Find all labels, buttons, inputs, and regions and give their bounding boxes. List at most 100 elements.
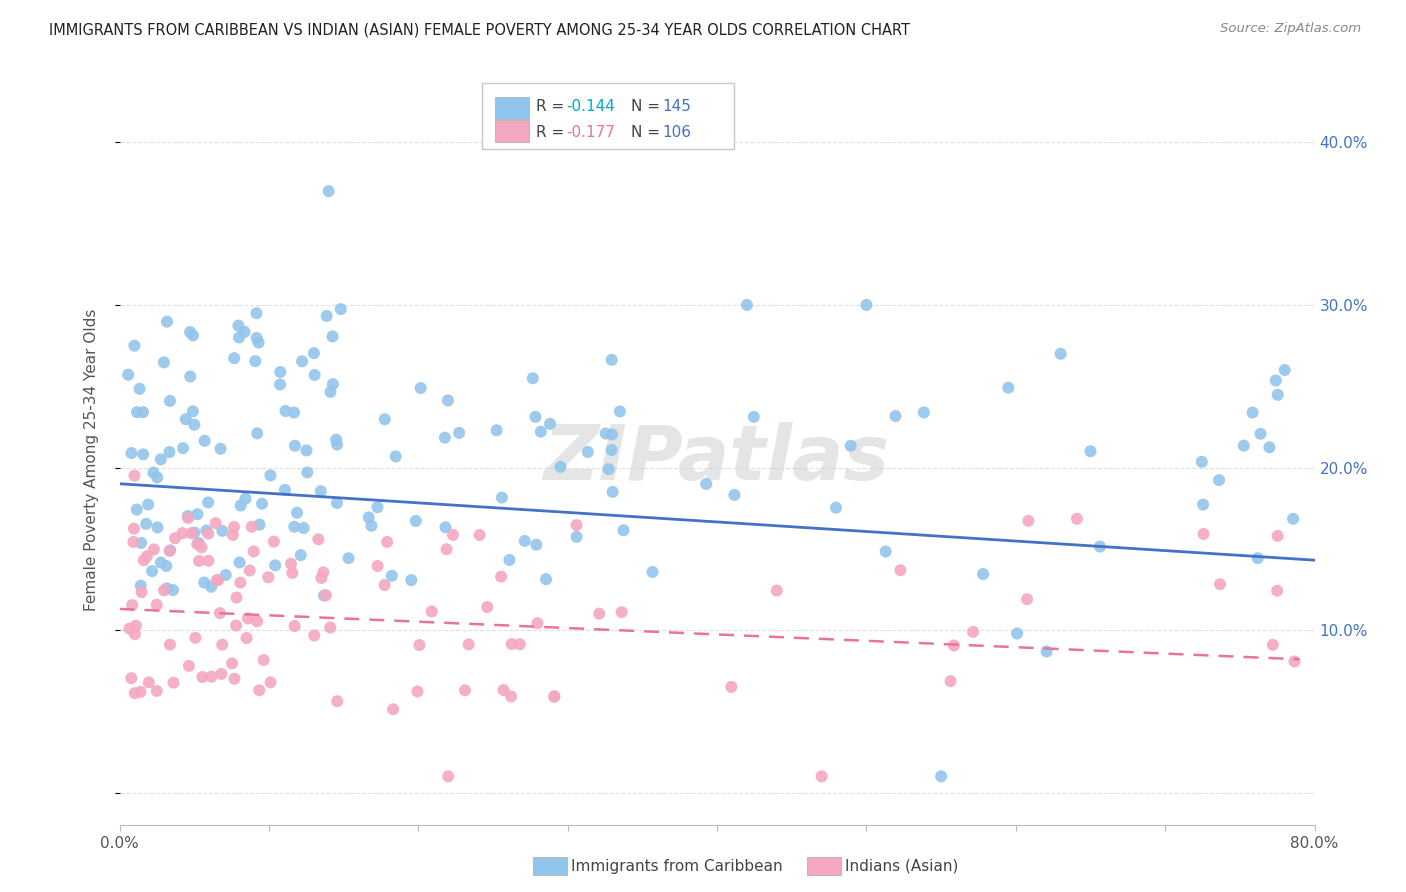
Point [274, 483, 297, 497]
Point [240, 520, 263, 534]
Point [326, 694, 349, 708]
Point [172, 441, 194, 455]
Point [128, 382, 150, 396]
Point [132, 405, 155, 419]
Point [117, 368, 139, 382]
Text: N =: N = [631, 99, 665, 113]
Point [228, 330, 250, 344]
Point [1267, 388, 1289, 402]
Point [526, 616, 548, 631]
Point [319, 621, 342, 635]
Point [145, 684, 167, 698]
Point [174, 412, 197, 426]
Y-axis label: Female Poverty Among 25-34 Year Olds: Female Poverty Among 25-34 Year Olds [84, 309, 98, 610]
Point [124, 686, 146, 700]
Point [211, 524, 233, 538]
Point [322, 377, 344, 392]
Point [124, 468, 146, 483]
Point [1015, 592, 1038, 607]
Text: -0.177: -0.177 [567, 125, 616, 139]
Point [326, 496, 349, 510]
Point [409, 381, 432, 395]
Point [1265, 583, 1288, 598]
Point [257, 570, 280, 584]
Point [565, 518, 588, 533]
Point [522, 371, 544, 385]
Point [207, 573, 229, 587]
Point [142, 466, 165, 480]
Point [172, 526, 194, 541]
Point [735, 298, 758, 312]
Point [284, 619, 307, 633]
Point [723, 488, 745, 502]
Point [742, 409, 765, 424]
Text: ZIPatlas: ZIPatlas [544, 423, 890, 496]
Point [810, 769, 832, 783]
Point [602, 484, 624, 499]
Point [360, 518, 382, 533]
Point [162, 583, 184, 598]
Point [283, 519, 305, 533]
Point [1267, 529, 1289, 543]
Text: Immigrants from Caribbean: Immigrants from Caribbean [571, 859, 783, 873]
Point [600, 427, 623, 442]
Point [186, 537, 208, 551]
Point [609, 404, 631, 418]
Point [191, 670, 214, 684]
Point [1208, 473, 1230, 487]
Point [156, 582, 179, 596]
Point [304, 628, 326, 642]
Point [1274, 363, 1296, 377]
Point [942, 639, 965, 653]
Point [129, 536, 152, 550]
Point [367, 559, 389, 574]
Point [530, 425, 553, 439]
Point [135, 549, 157, 564]
Point [149, 452, 172, 467]
Point [242, 544, 264, 558]
Point [246, 426, 269, 441]
Point [132, 553, 155, 567]
Point [184, 631, 207, 645]
Point [124, 339, 146, 353]
Point [197, 554, 219, 568]
Point [318, 184, 340, 198]
Point [228, 318, 250, 333]
Point [135, 516, 157, 531]
Point [312, 589, 335, 603]
Text: 145: 145 [662, 99, 692, 113]
Point [124, 627, 146, 641]
Point [477, 600, 499, 615]
Point [120, 671, 142, 685]
Point [565, 530, 588, 544]
Point [513, 533, 536, 548]
Point [177, 511, 200, 525]
Point [534, 572, 557, 586]
Point [159, 393, 181, 408]
Text: Source: ZipAtlas.com: Source: ZipAtlas.com [1220, 22, 1361, 36]
Point [290, 548, 312, 562]
Point [366, 500, 388, 515]
Point [132, 447, 155, 461]
Point [1233, 439, 1256, 453]
Point [962, 624, 984, 639]
Point [180, 526, 202, 541]
Point [1191, 455, 1213, 469]
Point [183, 525, 205, 540]
Point [433, 431, 456, 445]
Point [600, 352, 623, 367]
Point [1247, 551, 1270, 566]
Point [325, 433, 347, 447]
Point [434, 520, 457, 534]
Point [233, 325, 256, 339]
Text: 106: 106 [662, 125, 692, 139]
Point [125, 405, 148, 419]
Point [1250, 426, 1272, 441]
Point [131, 585, 153, 599]
Point [259, 468, 281, 483]
Point [509, 637, 531, 651]
Point [765, 583, 787, 598]
Point [197, 495, 219, 509]
Point [457, 637, 479, 651]
Point [181, 328, 204, 343]
